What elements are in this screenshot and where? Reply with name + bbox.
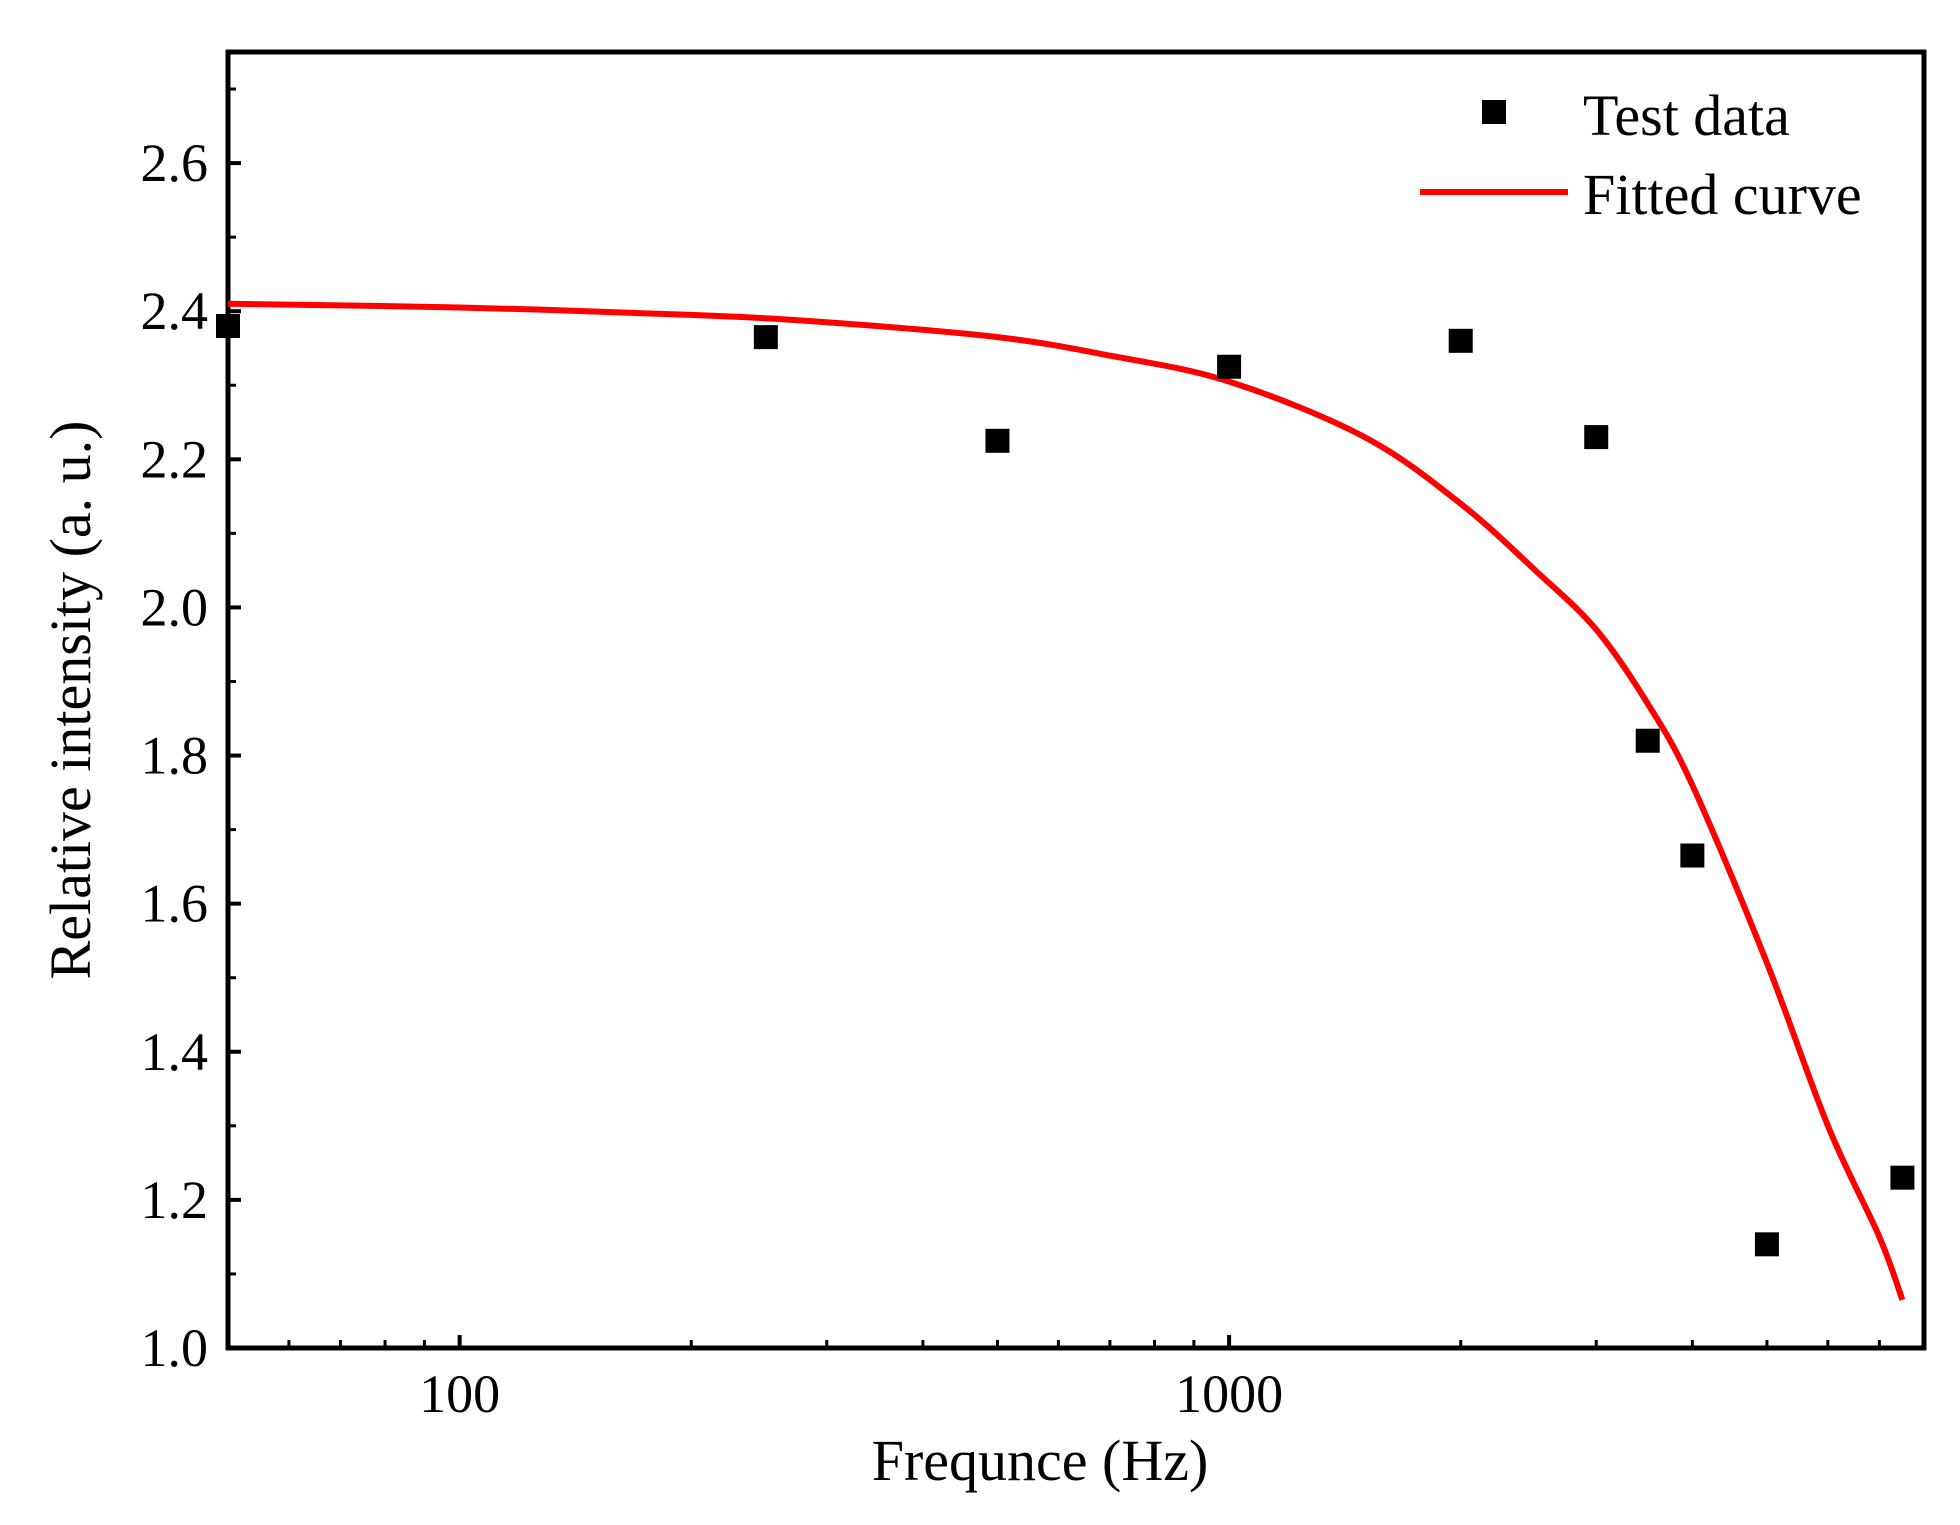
fitted-curve-series [227,300,1906,1301]
test-data-point [1584,425,1609,450]
legend-marker-test-data [1482,100,1506,124]
y-tick-label: 1.0 [141,1318,209,1378]
legend-label-fitted-curve: Fitted curve [1583,162,1862,227]
test-data-point [216,314,240,339]
x-axis: 100 1000 [287,1335,1926,1424]
y-tick-label: 2.0 [141,577,209,637]
test-data-point [985,428,1010,453]
fitted-curve-line [227,300,1906,1301]
test-data-series [216,314,1915,1257]
test-data-point [1890,1165,1915,1190]
y-tick-label: 2.2 [141,429,209,489]
test-data-point [1680,843,1705,868]
y-tick-label: 1.6 [141,874,209,934]
legend-label-test-data: Test data [1583,83,1790,148]
test-data-point [1448,328,1473,353]
x-tick-label: 1000 [1175,1364,1283,1424]
legend: Test data Fitted curve [1420,83,1862,227]
x-axis-title: Frequnce (Hz) [872,1428,1209,1493]
y-axis: 1.0 1.2 1.4 1.6 1.8 2.0 2.2 2.4 2.6 [141,87,241,1378]
y-tick-label: 2.6 [141,133,209,193]
plot-frame [225,49,1927,1351]
test-data-point [1217,354,1242,379]
x-tick-label: 100 [419,1364,500,1424]
test-data-point [1635,728,1660,753]
y-tick-label: 2.4 [141,281,209,341]
y-tick-label: 1.8 [141,726,209,786]
y-tick-label: 1.4 [141,1022,209,1082]
test-data-point [753,325,778,350]
test-data-point [1754,1232,1779,1257]
y-axis-title: Relative intensity (a. u.) [38,421,103,980]
y-tick-label: 1.2 [141,1170,209,1230]
